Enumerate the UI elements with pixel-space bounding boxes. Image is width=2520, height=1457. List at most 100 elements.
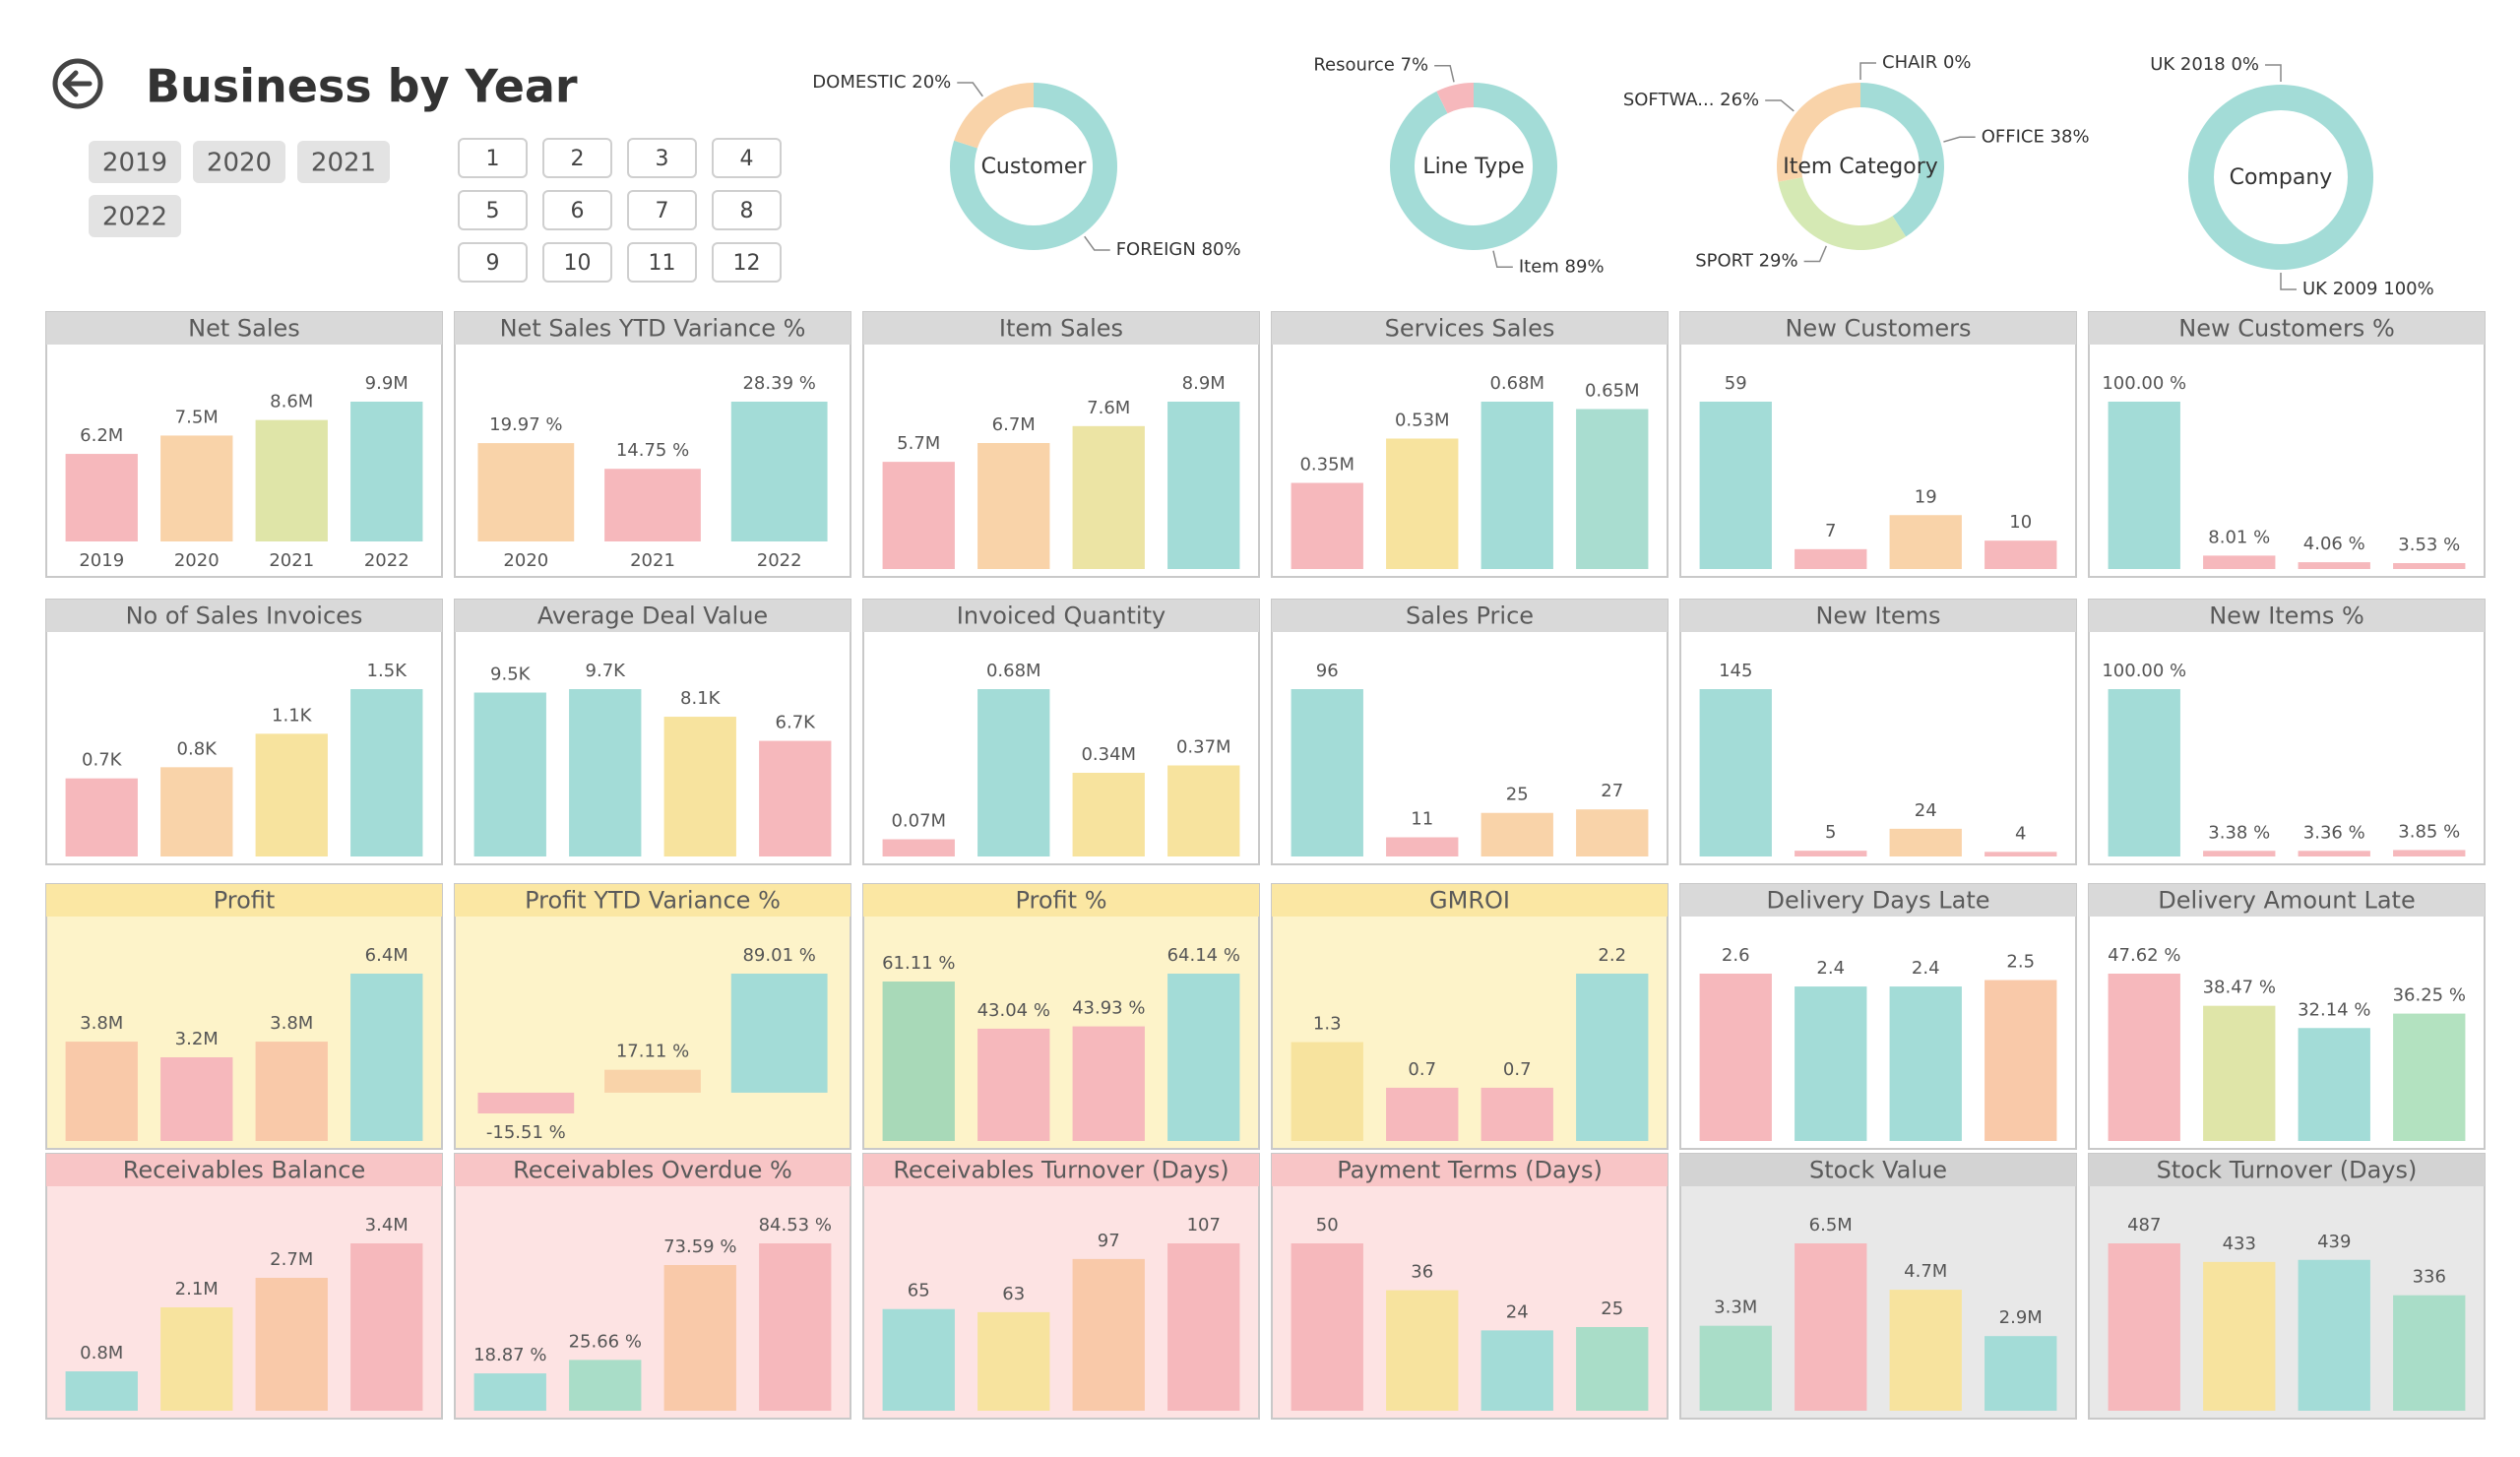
month-button-label[interactable]: 12 xyxy=(733,251,761,276)
data-label: 3.3M xyxy=(1714,1298,1757,1318)
year-button-bg[interactable] xyxy=(297,141,390,183)
slice-category: UK 2018 xyxy=(2150,54,2226,75)
data-label: 0.35M xyxy=(1299,455,1354,475)
month-button[interactable]: 3 xyxy=(627,138,697,178)
back-button[interactable] xyxy=(52,58,103,109)
month-button[interactable]: 5 xyxy=(458,190,528,230)
month-button-bg[interactable] xyxy=(542,138,612,178)
data-label: 89.01 % xyxy=(742,945,815,966)
month-button[interactable]: 12 xyxy=(712,242,782,283)
year-button-label[interactable]: 2022 xyxy=(102,203,167,232)
bar-panel: Profit % 61.11 % 43.04 % 43.93 % 64.14 % xyxy=(862,883,1260,1150)
month-button-bg[interactable] xyxy=(627,190,697,230)
bar xyxy=(65,778,138,856)
back-arrow[interactable] xyxy=(62,70,93,97)
bar-panel: Receivables Turnover (Days) 65 63 97 107 xyxy=(862,1153,1260,1420)
data-label: 96 xyxy=(1316,661,1339,681)
month-button[interactable]: 2 xyxy=(542,138,612,178)
bar xyxy=(1072,425,1145,569)
month-button[interactable]: 4 xyxy=(712,138,782,178)
bar xyxy=(2108,689,2180,856)
x-tick-label: 2022 xyxy=(364,550,410,571)
back-circle[interactable] xyxy=(52,58,103,109)
month-button-label[interactable]: 5 xyxy=(486,199,500,223)
year-button-label[interactable]: 2020 xyxy=(207,149,272,178)
bar xyxy=(1291,482,1363,569)
bar xyxy=(977,1028,1050,1141)
month-button[interactable]: 7 xyxy=(627,190,697,230)
month-button[interactable]: 6 xyxy=(542,190,612,230)
month-button-bg[interactable] xyxy=(458,190,528,230)
x-tick-label: 2021 xyxy=(630,550,675,571)
year-button-bg[interactable] xyxy=(89,141,181,183)
month-button-bg[interactable] xyxy=(627,242,697,283)
data-label: 4.7M xyxy=(1904,1261,1947,1282)
panel-title: Delivery Amount Late xyxy=(2158,887,2415,915)
month-button-label[interactable]: 3 xyxy=(656,147,669,171)
month-button-label[interactable]: 6 xyxy=(571,199,585,223)
month-button-bg[interactable] xyxy=(712,138,782,178)
month-button-bg[interactable] xyxy=(458,138,528,178)
bar xyxy=(255,419,328,541)
data-label: 0.7K xyxy=(82,750,123,771)
data-label: 14.75 % xyxy=(616,440,689,461)
month-button-label[interactable]: 10 xyxy=(564,251,592,276)
bar xyxy=(604,1069,701,1093)
month-button-bg[interactable] xyxy=(542,242,612,283)
bar-panel: Profit YTD Variance % -15.51 % 17.11 % 89.0… xyxy=(454,883,851,1150)
panel-title: Net Sales xyxy=(188,315,300,343)
year-button-label[interactable]: 2021 xyxy=(311,149,376,178)
month-button-label[interactable]: 11 xyxy=(649,251,676,276)
data-label: 25.66 % xyxy=(569,1331,642,1352)
panel-title: Invoiced Quantity xyxy=(957,602,1166,630)
month-button-label[interactable]: 4 xyxy=(740,147,754,171)
bar xyxy=(1889,986,1962,1141)
slice-category: SPORT xyxy=(1695,250,1754,271)
slice-value: 0% xyxy=(1943,52,1972,73)
panel-title: GMROI xyxy=(1429,887,1510,915)
data-label: 9.7K xyxy=(586,661,627,681)
month-button-label[interactable]: 9 xyxy=(486,251,500,276)
panel-header xyxy=(1680,1154,2076,1186)
month-button-bg[interactable] xyxy=(712,242,782,283)
data-label: 27 xyxy=(1601,781,1623,801)
month-button-bg[interactable] xyxy=(712,190,782,230)
panel-title: Receivables Turnover (Days) xyxy=(893,1157,1228,1184)
leader-line xyxy=(1803,245,1827,263)
data-label: 336 xyxy=(2413,1267,2446,1288)
data-label: 4 xyxy=(2015,823,2026,844)
year-button-label[interactable]: 2019 xyxy=(102,149,167,178)
data-label: 25 xyxy=(1506,785,1529,805)
month-button-bg[interactable] xyxy=(627,138,697,178)
month-button-label[interactable]: 1 xyxy=(486,147,500,171)
year-button[interactable]: 2021 xyxy=(297,141,390,183)
month-button[interactable]: 8 xyxy=(712,190,782,230)
year-button-bg[interactable] xyxy=(89,195,181,237)
page-title: Business by Year xyxy=(146,60,578,113)
panel-header xyxy=(2089,884,2485,917)
x-tick-label: 2021 xyxy=(269,550,314,571)
year-button-bg[interactable] xyxy=(193,141,285,183)
year-button[interactable]: 2022 xyxy=(89,195,181,237)
month-button[interactable]: 11 xyxy=(627,242,697,283)
month-button-label[interactable]: 8 xyxy=(740,199,754,223)
month-button-bg[interactable] xyxy=(542,190,612,230)
year-button[interactable]: 2019 xyxy=(89,141,181,183)
bar xyxy=(2393,562,2466,569)
donut-slice xyxy=(954,83,1034,149)
bar xyxy=(2203,1261,2276,1411)
month-button[interactable]: 9 xyxy=(458,242,528,283)
bar xyxy=(977,689,1050,856)
month-button-label[interactable]: 7 xyxy=(656,199,669,223)
bar xyxy=(569,1360,642,1411)
month-button-label[interactable]: 2 xyxy=(571,147,585,171)
month-button[interactable]: 1 xyxy=(458,138,528,178)
year-button[interactable]: 2020 xyxy=(193,141,285,183)
month-button-bg[interactable] xyxy=(458,242,528,283)
month-button[interactable]: 10 xyxy=(542,242,612,283)
data-label: 28.39 % xyxy=(742,373,815,394)
slice-label: CHAIR 0% xyxy=(1882,52,1972,73)
data-label: 6.7K xyxy=(776,713,817,733)
data-label: 43.93 % xyxy=(1072,998,1145,1019)
bar xyxy=(1699,402,1772,569)
